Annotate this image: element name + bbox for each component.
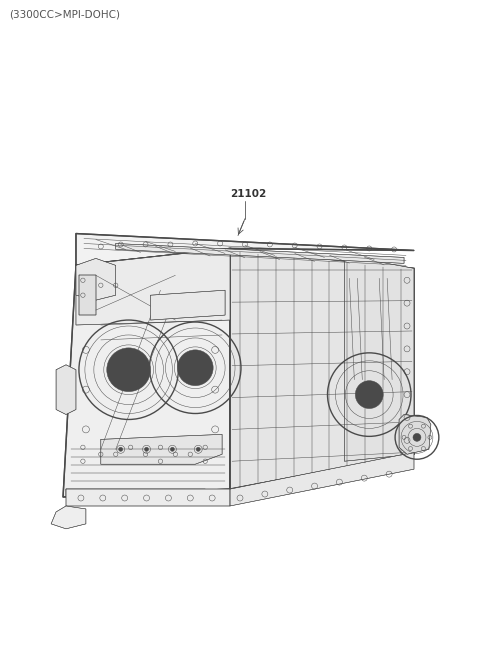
Polygon shape <box>399 415 431 455</box>
Polygon shape <box>151 290 225 320</box>
Circle shape <box>355 381 383 409</box>
Circle shape <box>107 348 151 392</box>
Circle shape <box>119 447 123 451</box>
Polygon shape <box>116 244 404 263</box>
Circle shape <box>144 447 148 451</box>
Circle shape <box>170 447 174 451</box>
Circle shape <box>196 447 200 451</box>
Polygon shape <box>66 489 205 501</box>
Polygon shape <box>63 248 230 497</box>
Circle shape <box>413 434 421 441</box>
Polygon shape <box>230 452 414 506</box>
Polygon shape <box>66 489 230 506</box>
Polygon shape <box>79 275 96 315</box>
Polygon shape <box>230 248 414 489</box>
Text: 21102: 21102 <box>230 189 266 198</box>
Polygon shape <box>56 365 76 415</box>
Circle shape <box>178 350 213 386</box>
Polygon shape <box>76 234 414 265</box>
Polygon shape <box>344 255 414 461</box>
Polygon shape <box>76 248 230 325</box>
Polygon shape <box>101 434 222 464</box>
Text: (3300CC>MPI-DOHC): (3300CC>MPI-DOHC) <box>9 10 120 20</box>
Polygon shape <box>76 259 116 300</box>
Polygon shape <box>51 506 86 529</box>
